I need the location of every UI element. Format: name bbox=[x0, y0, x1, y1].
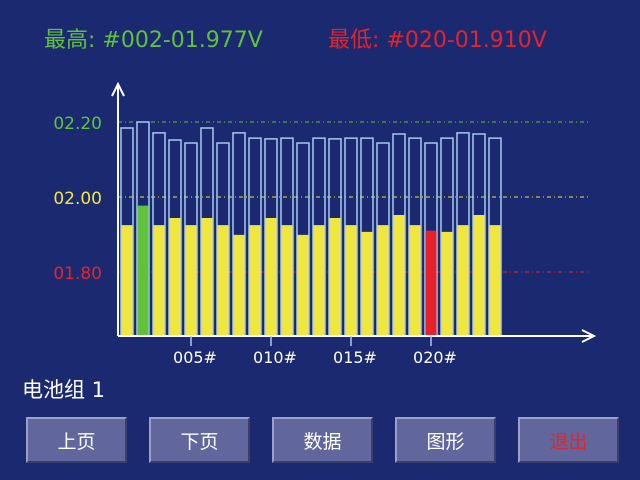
max-label: 最高: bbox=[44, 28, 96, 53]
bar bbox=[169, 218, 181, 336]
bar bbox=[393, 215, 405, 336]
graph-button[interactable]: 图形 bbox=[395, 417, 496, 463]
bar bbox=[153, 225, 165, 336]
bar bbox=[345, 225, 357, 336]
y-tick-label: 02.00 bbox=[53, 189, 102, 209]
bar bbox=[281, 225, 293, 336]
x-tick-label: 015# bbox=[333, 348, 377, 367]
y-tick-label: 02.20 bbox=[53, 114, 102, 134]
min-label: 最低: bbox=[328, 28, 380, 53]
x-tick-label: 020# bbox=[413, 348, 457, 367]
bar bbox=[201, 218, 213, 336]
bar bbox=[473, 215, 485, 336]
bar bbox=[489, 225, 501, 336]
bar bbox=[297, 234, 309, 336]
bar bbox=[441, 231, 453, 336]
x-tick-label: 005# bbox=[173, 348, 217, 367]
bar bbox=[233, 234, 245, 336]
y-axis-arrow bbox=[111, 81, 125, 97]
prev-page-button[interactable]: 上页 bbox=[26, 417, 127, 463]
bar bbox=[409, 225, 421, 336]
min-voltage-readout: 最低: #020-01.910V bbox=[328, 22, 547, 54]
x-tick-label: 010# bbox=[253, 348, 297, 367]
bar bbox=[457, 225, 469, 336]
x-axis-arrow bbox=[581, 329, 597, 343]
next-page-button[interactable]: 下页 bbox=[149, 417, 250, 463]
bar bbox=[217, 225, 229, 336]
bar bbox=[185, 225, 197, 336]
bar bbox=[361, 231, 373, 336]
battery-group-label: 电池组 1 bbox=[22, 378, 106, 402]
bar bbox=[329, 218, 341, 336]
exit-button[interactable]: 退出 bbox=[518, 417, 619, 463]
voltage-bar-chart: 02.20 02.00 01.80 005# 010# 015# 020# bbox=[53, 81, 597, 367]
bar bbox=[425, 230, 437, 336]
bar bbox=[137, 205, 149, 336]
bar bbox=[265, 218, 277, 336]
bar bbox=[313, 225, 325, 336]
data-button[interactable]: 数据 bbox=[272, 417, 373, 463]
bar bbox=[121, 225, 133, 336]
max-value: #002-01.977V bbox=[102, 28, 263, 53]
bar bbox=[249, 225, 261, 336]
max-voltage-readout: 最高: #002-01.977V bbox=[44, 22, 263, 54]
min-value: #020-01.910V bbox=[386, 28, 547, 53]
y-tick-label: 01.80 bbox=[53, 264, 102, 284]
bar bbox=[377, 225, 389, 336]
